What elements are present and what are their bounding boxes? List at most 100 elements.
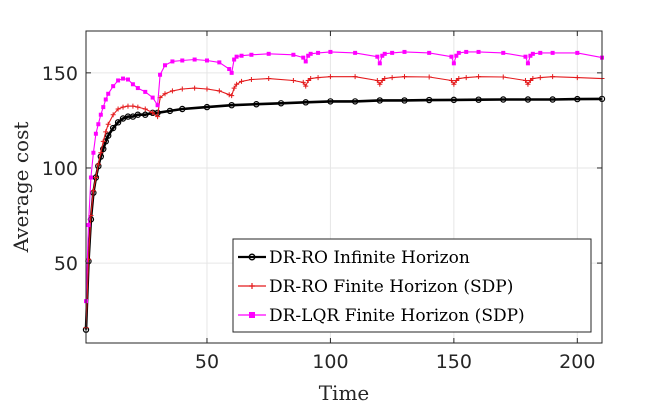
series-line-0: [84, 97, 603, 330]
y-axis-label: Average cost: [9, 122, 33, 254]
series-1-point-18: [155, 114, 161, 120]
series-0-point-10: [109, 124, 117, 132]
series-1-point-22: [179, 86, 185, 92]
series-2-point-6: [98, 112, 103, 117]
series-0-point-9: [105, 132, 112, 139]
series-1-point-45: [389, 75, 395, 81]
series-2-point-48: [449, 54, 454, 59]
series-2-point-41: [375, 54, 380, 59]
legend-label-2: DR-LQR Finite Horizon (SDP): [269, 306, 525, 326]
series-2-point-59: [538, 50, 543, 55]
series-2-point-33: [291, 52, 296, 57]
series-1-point-12: [120, 104, 126, 110]
x-tick-label-1: 100: [312, 351, 348, 373]
ticks: 50 100 150 200 50 100 150: [42, 31, 602, 373]
series-0-point-16: [142, 111, 149, 118]
series-0-point-32: [475, 96, 482, 103]
series-2-point-44: [382, 51, 387, 56]
series-2-point-46: [402, 49, 407, 54]
series-1-point-53: [476, 74, 482, 80]
series-2-point-11: [116, 78, 121, 83]
series-1-point-48: [448, 77, 454, 83]
series-2-point-12: [121, 76, 126, 81]
series-0-point-27: [351, 98, 359, 105]
series-1-point-8: [103, 129, 109, 135]
series-1-point-46: [401, 74, 407, 80]
series-1-point-42: [377, 81, 383, 87]
series-0-point-23: [253, 101, 260, 108]
series-2-point-40: [353, 50, 358, 55]
series-1-point-61: [574, 75, 580, 81]
series-1-point-47: [426, 74, 432, 80]
series-0-point-26: [327, 98, 334, 105]
series-2-point-27: [229, 70, 234, 75]
series-2-point-53: [476, 49, 481, 54]
legend-label-0: DR-RO Infinite Horizon: [269, 248, 470, 268]
series-1-point-60: [550, 74, 556, 80]
series-0-point-28: [376, 97, 383, 104]
series-1-point-9: [105, 121, 111, 127]
series-1-point-5: [95, 161, 101, 167]
legend-label-1: DR-RO Finite Horizon (SDP): [269, 277, 513, 297]
legend-entry-1: DR-RO Finite Horizon (SDP): [238, 277, 513, 297]
series-2-point-51: [456, 50, 461, 55]
series-2-point-14: [130, 82, 135, 87]
series-2-point-52: [464, 49, 469, 54]
series-2-point-55: [523, 54, 528, 59]
series-1-point-32: [266, 76, 272, 82]
series-1-point-3: [90, 188, 96, 194]
series-1-point-24: [204, 86, 210, 92]
y-tick-label-0: 50: [54, 253, 78, 275]
series-2-point-18: [155, 103, 160, 108]
series-1-point-51: [456, 76, 462, 82]
series-0-point-33: [500, 96, 507, 103]
series-2-point-8: [103, 97, 108, 102]
series-1-point-21: [169, 88, 175, 94]
series-2-point-17: [150, 95, 155, 100]
series-0-point-35: [549, 96, 556, 103]
series-1-point-38: [315, 75, 321, 81]
series-0-point-21: [203, 103, 211, 111]
series-2-point-20: [163, 63, 168, 68]
series-2-point-57: [528, 53, 533, 58]
series-2-point-9: [106, 91, 111, 96]
series-1-point-25: [216, 88, 222, 94]
series-1-point-4: [93, 174, 99, 180]
series-1-point-6: [98, 150, 104, 156]
series-0-point-25: [302, 99, 309, 106]
series-2-point-5: [96, 122, 101, 127]
series-1-point-29: [234, 81, 240, 87]
series-1-point-28: [231, 85, 237, 91]
series-2-point-25: [217, 60, 222, 65]
series-1-point-1: [85, 256, 91, 262]
series-1-point-49: [451, 81, 457, 87]
series-1-point-7: [100, 138, 106, 144]
series-2-point-60: [550, 50, 555, 55]
series-0-point-36: [574, 95, 581, 103]
series-0-point-7: [100, 145, 107, 153]
series-1-point-59: [537, 75, 543, 81]
series-2-point-45: [390, 50, 395, 55]
series-2-point-13: [125, 77, 130, 82]
y-tick-label-1: 100: [42, 158, 78, 180]
x-tick-label-0: 50: [195, 351, 219, 373]
series-2-point-30: [239, 53, 244, 58]
series-2-point-23: [192, 57, 197, 62]
series-2-point-24: [204, 58, 209, 63]
series-1-point-13: [125, 103, 131, 109]
series-2-point-4: [93, 131, 98, 136]
series-2-point-26: [227, 67, 232, 72]
series-1-point-56: [525, 81, 531, 87]
x-tick-label-3: 200: [559, 351, 595, 373]
series-1-point-16: [142, 106, 148, 112]
series-1-point-10: [110, 112, 116, 118]
series-0-point-31: [450, 96, 458, 104]
series-0-point-22: [228, 101, 235, 109]
series-1-point-17: [150, 110, 156, 116]
series-2-point-32: [266, 51, 271, 56]
series-1-point-39: [327, 74, 333, 80]
legend: DR-RO Infinite Horizon DR-RO Finite Hori…: [232, 238, 592, 333]
series-2-point-3: [91, 150, 96, 155]
series-2-point-56: [525, 61, 530, 66]
series-1-point-40: [352, 74, 358, 80]
